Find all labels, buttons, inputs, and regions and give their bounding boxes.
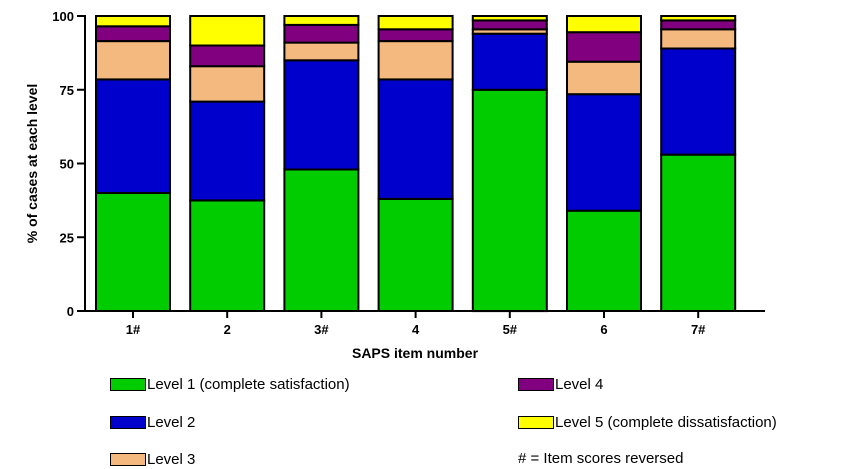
y-axis-title: % of cases at each level — [24, 84, 40, 244]
legend-item-level-3: Level 3 — [110, 451, 195, 468]
bar-segment-4-level-5 — [379, 16, 453, 29]
bar-segment-5-rev-level-5 — [473, 16, 547, 20]
bar-segment-3-rev-level-5 — [284, 16, 358, 25]
legend-swatch-level-2 — [110, 416, 146, 429]
x-tick-label: 2 — [224, 322, 231, 337]
bar-segment-6-level-3 — [567, 62, 641, 94]
bar-segment-7-rev-level-1 — [661, 155, 735, 311]
bar-segment-3-rev-level-1 — [284, 169, 358, 311]
bar-segment-4-level-3 — [379, 41, 453, 79]
bar-segment-2-level-1 — [190, 200, 264, 311]
x-tick-label: 5# — [503, 322, 518, 337]
legend-label-level-4: Level 4 — [555, 376, 603, 393]
bar-segment-3-rev-level-4 — [284, 25, 358, 43]
bar-segment-7-rev-level-2 — [661, 48, 735, 154]
bar-segment-6-level-2 — [567, 94, 641, 211]
legend-swatch-level-5 — [518, 416, 554, 429]
bar-segment-4-level-1 — [379, 199, 453, 311]
bar-segment-1-rev-level-5 — [96, 16, 170, 26]
bar-segment-6-level-1 — [567, 211, 641, 311]
bar-segment-1-rev-level-1 — [96, 193, 170, 311]
bar-segment-6-level-4 — [567, 32, 641, 62]
legend-label-level-2: Level 2 — [147, 414, 195, 431]
bar-segment-2-level-5 — [190, 16, 264, 46]
legend-swatch-level-3 — [110, 453, 146, 466]
y-tick-label: 25 — [60, 230, 74, 245]
bar-segment-7-rev-level-5 — [661, 16, 735, 20]
legend-label-level-3: Level 3 — [147, 451, 195, 468]
y-ticks: 0 25 50 75 100 — [52, 9, 85, 319]
legend-label-level-1: Level 1 (complete satisfaction) — [147, 376, 350, 393]
bar-segment-5-rev-level-1 — [473, 90, 547, 311]
bar-segment-7-rev-level-4 — [661, 20, 735, 29]
y-tick-label: 50 — [60, 157, 74, 172]
x-tick-label: 6 — [600, 322, 607, 337]
reversed-scores-note: # = Item scores reversed — [518, 450, 683, 467]
x-tick-label: 1# — [126, 322, 141, 337]
bar-segment-5-rev-level-4 — [473, 20, 547, 29]
x-axis-title: SAPS item number — [352, 345, 479, 361]
legend-item-level-1: Level 1 (complete satisfaction) — [110, 376, 350, 393]
legend-item-level-4: Level 4 — [518, 376, 603, 393]
x-ticks: 1# 2 3# 4 5# 6 7# — [126, 311, 706, 337]
y-tick-label: 0 — [67, 304, 74, 319]
x-tick-label: 3# — [314, 322, 329, 337]
bar-segment-3-rev-level-3 — [284, 43, 358, 61]
bar-segment-1-rev-level-3 — [96, 41, 170, 79]
bar-segment-2-level-2 — [190, 102, 264, 201]
legend-swatch-level-4 — [518, 378, 554, 391]
bar-segment-4-level-2 — [379, 79, 453, 198]
bar-segment-6-level-5 — [567, 16, 641, 32]
bars-layer — [96, 16, 735, 311]
bar-segment-2-level-4 — [190, 46, 264, 67]
bar-segment-1-rev-level-2 — [96, 79, 170, 193]
x-tick-label: 4 — [412, 322, 420, 337]
bar-segment-7-rev-level-3 — [661, 29, 735, 48]
legend-swatch-level-1 — [110, 378, 146, 391]
bar-segment-1-rev-level-4 — [96, 26, 170, 41]
x-tick-label: 7# — [691, 322, 706, 337]
y-tick-label: 100 — [52, 9, 74, 24]
legend-item-level-2: Level 2 — [110, 414, 195, 431]
legend-label-level-5: Level 5 (complete dissatisfaction) — [555, 414, 777, 431]
bar-segment-5-rev-level-2 — [473, 34, 547, 90]
bar-segment-2-level-3 — [190, 66, 264, 101]
bar-segment-4-level-4 — [379, 29, 453, 41]
y-tick-label: 75 — [60, 83, 74, 98]
bar-segment-3-rev-level-2 — [284, 60, 358, 169]
legend-item-level-5: Level 5 (complete dissatisfaction) — [518, 414, 777, 431]
